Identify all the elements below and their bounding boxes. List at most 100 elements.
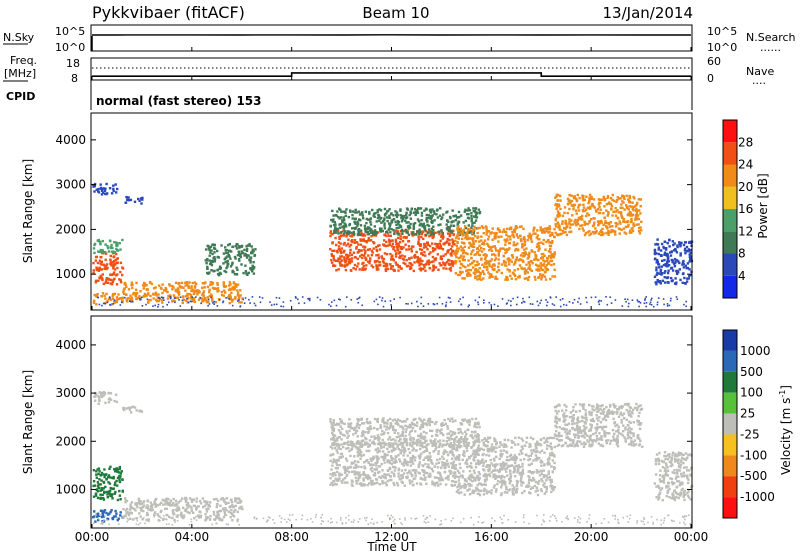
power-echo-cell [665, 252, 668, 256]
power-echo-cell [610, 231, 613, 234]
velocity-echo-cell [339, 432, 343, 435]
power-echo-cell [561, 214, 565, 217]
power-echo-cell [104, 251, 107, 254]
velocity-echo-cell [365, 449, 368, 453]
power-echo-cell [339, 216, 343, 219]
power-echo-cell [471, 229, 474, 232]
power-echo-cell [482, 232, 485, 235]
velocity-echo-cell [379, 443, 382, 446]
velocity-echo-cell [449, 472, 452, 475]
velocity-echo-cell [462, 437, 466, 441]
power-echo-cell [429, 251, 432, 254]
power-echo-cell [415, 211, 418, 215]
velocity-echo-cell [177, 501, 181, 504]
power-echo-cell [347, 215, 350, 219]
power-echo-cell [112, 189, 115, 193]
velocity-echo-cell [124, 499, 127, 502]
velocity-echo-cell [234, 504, 237, 508]
velocity-echo-cell [427, 474, 431, 477]
power-echo-cell [250, 269, 254, 272]
velocity-echo-cell [187, 504, 191, 507]
power-echo-cell [241, 297, 244, 300]
velocity-echo-cell [341, 427, 344, 431]
power-scatter-cell [106, 301, 109, 304]
power-echo-cell [584, 222, 587, 225]
velocity-echo-cell [113, 467, 116, 471]
power-echo-cell [467, 231, 471, 234]
power-echo-cell [146, 293, 150, 296]
power-echo-cell [420, 252, 423, 255]
velocity-echo-cell [441, 461, 444, 464]
power-echo-cell [208, 259, 211, 262]
velocity-echo-cell [453, 476, 457, 480]
power-echo-cell [592, 223, 596, 227]
velocity-echo-cell [390, 449, 393, 452]
power-echo-cell [605, 225, 608, 228]
velocity-echo-cell [97, 402, 100, 405]
velocity-echo-cell [356, 418, 359, 421]
power-echo-cell [414, 210, 417, 213]
power-echo-cell [123, 281, 127, 285]
power-echo-cell [340, 264, 343, 267]
velocity-echo-cell [475, 426, 478, 429]
power-echo-cell [202, 294, 205, 298]
power-echo-cell [505, 250, 508, 253]
power-echo-cell [633, 197, 636, 200]
velocity-echo-cell [341, 481, 344, 484]
power-echo-cell [611, 225, 614, 228]
power-echo-cell [546, 260, 549, 263]
power-echo-cell [95, 188, 98, 191]
power-echo-cell [595, 210, 598, 213]
velocity-echo-cell [474, 417, 478, 420]
power-echo-cell [223, 289, 226, 292]
velocity-echo-cell [477, 444, 480, 447]
power-echo-cell [612, 210, 615, 213]
power-echo-cell [112, 187, 115, 191]
power-echo-cell [351, 227, 354, 230]
velocity-echo-cell [458, 439, 461, 442]
power-echo-cell [213, 251, 216, 254]
power-echo-cell [438, 214, 442, 217]
velocity-echo-cell [366, 421, 369, 425]
power-echo-cell [161, 301, 164, 304]
velocity-echo-cell [147, 508, 150, 511]
power-echo-cell [231, 245, 234, 248]
velocity-echo-cell [103, 475, 106, 479]
velocity-echo-cell [227, 501, 230, 505]
power-scatter-cell [598, 299, 601, 302]
power-echo-cell [419, 207, 423, 210]
power-scatter-cell [433, 303, 436, 306]
power-echo-cell [604, 220, 607, 223]
power-scatter-cell [243, 302, 246, 304]
power-echo-cell [204, 281, 207, 284]
power-scatter-cell [154, 304, 156, 307]
power-echo-cell [171, 288, 174, 291]
velocity-echo-cell [99, 391, 102, 395]
power-echo-cell [486, 242, 489, 245]
velocity-echo-cell [349, 425, 352, 428]
power-echo-cell [406, 264, 410, 268]
power-echo-cell [250, 250, 253, 254]
nsearch-legend-dots: ...... [760, 41, 781, 54]
power-echo-cell [196, 291, 199, 294]
velocity-echo-cell [121, 478, 124, 481]
velocity-echo-cell [338, 436, 341, 439]
power-echo-cell [616, 209, 619, 212]
power-echo-cell [634, 218, 637, 221]
power-echo-cell [346, 233, 349, 237]
power-echo-cell [441, 216, 444, 219]
power-echo-cell [478, 240, 481, 243]
power-echo-cell [539, 262, 542, 265]
power-echo-cell [590, 195, 593, 199]
power-echo-cell [628, 205, 631, 208]
power-echo-cell [380, 221, 383, 224]
power-echo-cell [543, 275, 547, 278]
power-echo-cell [514, 259, 517, 262]
power-scatter-cell [488, 301, 491, 304]
velocity-echo-cell [205, 510, 209, 513]
velocity-echo-cell [336, 451, 339, 454]
power-echo-cell [619, 211, 623, 214]
velocity-echo-cell [158, 503, 162, 506]
velocity-echo-cell [344, 481, 347, 484]
power-echo-cell [554, 218, 557, 222]
